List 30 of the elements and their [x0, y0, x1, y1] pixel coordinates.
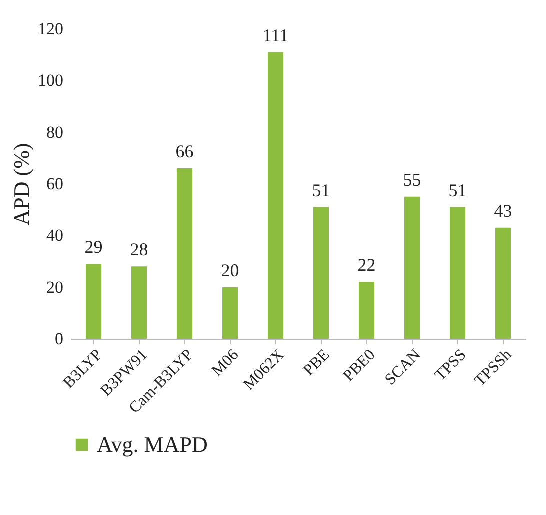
x-tick-label: PBE: [300, 346, 334, 380]
bar: [358, 282, 375, 339]
data-label: 22: [358, 255, 376, 276]
bar: [404, 196, 420, 339]
bar: [176, 168, 193, 339]
bar: [222, 287, 238, 339]
bar: [495, 228, 512, 339]
data-label: 51: [448, 180, 467, 200]
data-label: 29: [84, 237, 103, 258]
data-label: 20: [221, 260, 240, 280]
data-label: 51: [312, 180, 330, 200]
bar: [86, 264, 102, 339]
y-tick-label: 0: [55, 330, 64, 348]
bar: [131, 266, 148, 339]
y-axis-title: APD (%): [9, 143, 34, 226]
bar: [268, 52, 284, 339]
bar: [313, 207, 330, 339]
y-tick-label: 100: [38, 71, 64, 90]
legend-label: Avg. MAPD: [97, 432, 208, 457]
data-label: 55: [403, 170, 422, 190]
y-tick-label: 120: [38, 20, 64, 38]
y-tick-label: 20: [46, 278, 64, 297]
data-label: 43: [494, 200, 512, 221]
data-label: 111: [262, 25, 289, 46]
y-tick-label: 80: [46, 122, 64, 142]
data-label: 28: [130, 240, 148, 260]
y-tick-label: 40: [46, 226, 64, 246]
data-label: 66: [176, 142, 194, 162]
bar: [450, 207, 466, 339]
y-tick-label: 60: [46, 174, 64, 194]
